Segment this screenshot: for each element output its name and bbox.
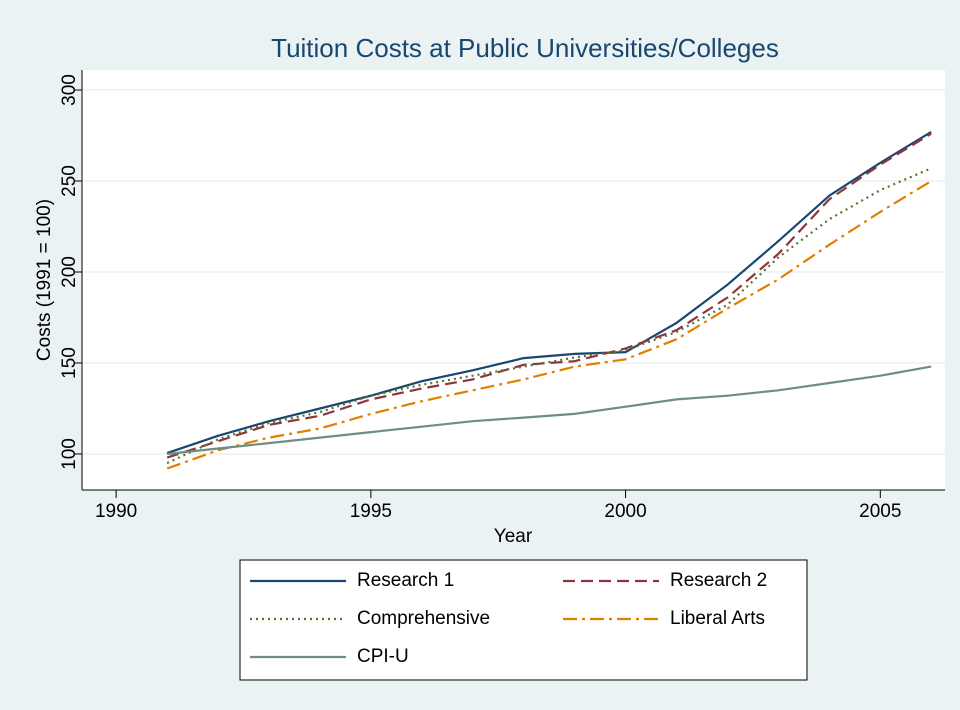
y-tick-label: 200 bbox=[59, 256, 80, 288]
y-tick-label: 150 bbox=[59, 347, 80, 379]
chart-title: Tuition Costs at Public Universities/Col… bbox=[271, 33, 779, 63]
legend-label: Research 1 bbox=[357, 570, 454, 591]
y-tick-label: 300 bbox=[59, 74, 80, 106]
series-line bbox=[166, 167, 932, 465]
y-tick-label: 100 bbox=[59, 438, 80, 470]
series-line bbox=[166, 130, 932, 455]
plot-area bbox=[82, 70, 945, 490]
legend-label: Comprehensive bbox=[357, 608, 490, 629]
series-line bbox=[166, 132, 932, 459]
x-tick-label: 2005 bbox=[859, 501, 901, 522]
x-tick-label: 2000 bbox=[604, 501, 646, 522]
series-line bbox=[166, 365, 932, 456]
y-axis-title: Costs (1991 = 100) bbox=[34, 199, 55, 361]
legend-label: CPI-U bbox=[357, 646, 409, 667]
legend-label: Research 2 bbox=[670, 570, 767, 591]
series-line bbox=[166, 180, 932, 470]
legend-label: Liberal Arts bbox=[670, 608, 765, 629]
x-tick-label: 1995 bbox=[350, 501, 392, 522]
x-axis-title: Year bbox=[494, 526, 533, 547]
y-tick-label: 250 bbox=[59, 165, 80, 197]
x-tick-label: 1990 bbox=[95, 501, 137, 522]
